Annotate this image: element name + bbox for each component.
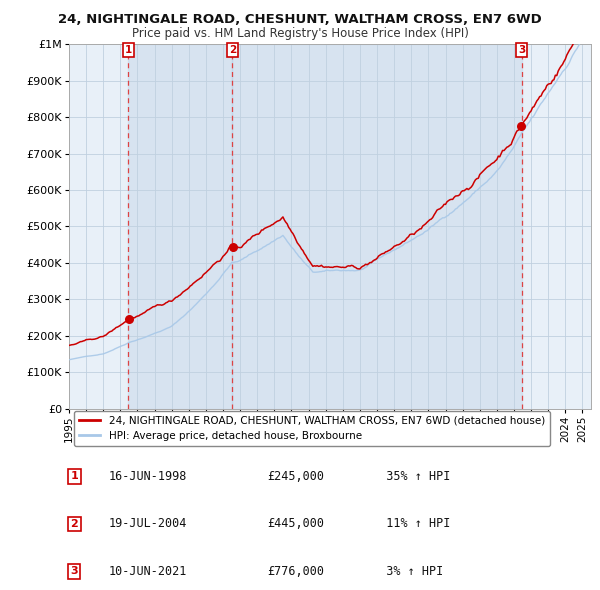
Text: 24, NIGHTINGALE ROAD, CHESHUNT, WALTHAM CROSS, EN7 6WD: 24, NIGHTINGALE ROAD, CHESHUNT, WALTHAM … [58,13,542,26]
Text: Price paid vs. HM Land Registry's House Price Index (HPI): Price paid vs. HM Land Registry's House … [131,27,469,40]
Text: 3% ↑ HPI: 3% ↑ HPI [372,565,443,578]
Text: £245,000: £245,000 [268,470,325,483]
Text: 2: 2 [229,45,236,55]
Bar [232,44,521,409]
Text: £445,000: £445,000 [268,517,325,530]
Text: 2: 2 [70,519,78,529]
Text: 19-JUL-2004: 19-JUL-2004 [108,517,187,530]
Text: 3: 3 [518,45,525,55]
Text: 35% ↑ HPI: 35% ↑ HPI [372,470,450,483]
Text: 3: 3 [70,566,78,576]
Legend: 24, NIGHTINGALE ROAD, CHESHUNT, WALTHAM CROSS, EN7 6WD (detached house), HPI: Av: 24, NIGHTINGALE ROAD, CHESHUNT, WALTHAM … [74,411,550,446]
Text: £776,000: £776,000 [268,565,325,578]
Text: 10-JUN-2021: 10-JUN-2021 [108,565,187,578]
Text: 1: 1 [125,45,132,55]
Bar [128,44,232,409]
Text: 1: 1 [70,471,78,481]
Text: 16-JUN-1998: 16-JUN-1998 [108,470,187,483]
Text: 11% ↑ HPI: 11% ↑ HPI [372,517,450,530]
